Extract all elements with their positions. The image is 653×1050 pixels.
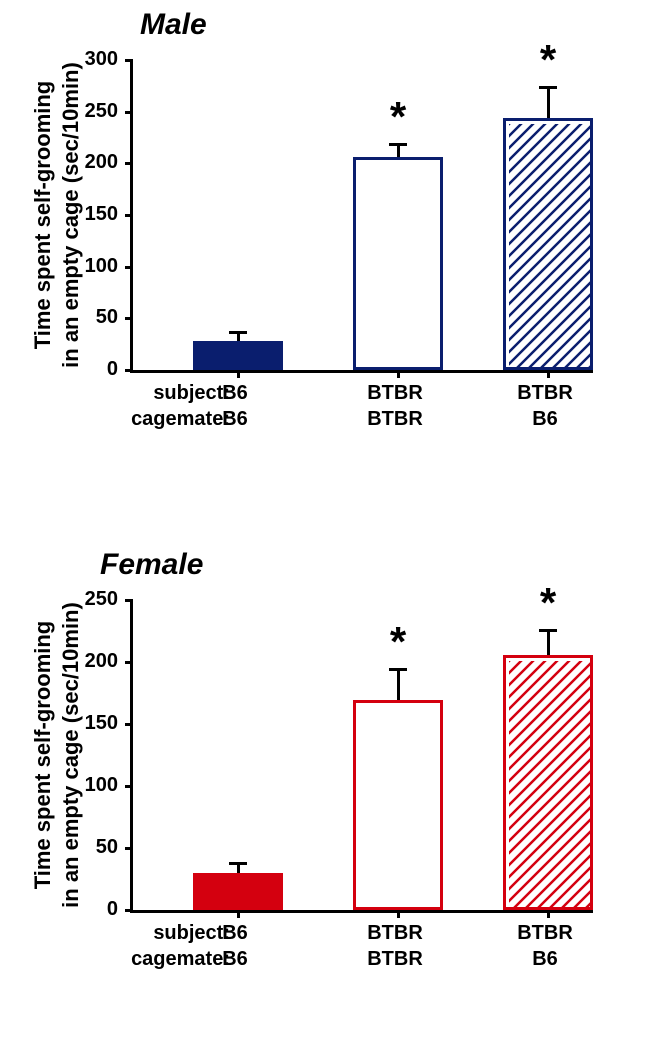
significance-marker: * (378, 618, 418, 666)
y-tick-label: 150 (63, 712, 118, 735)
x-tick (237, 910, 240, 918)
error-bar-cap (229, 331, 247, 334)
y-tick-label: 100 (63, 255, 118, 278)
y-tick (125, 723, 133, 726)
y-tick-label: 100 (63, 774, 118, 797)
y-tick (125, 909, 133, 912)
category-label: B6 (190, 948, 280, 971)
y-tick (125, 111, 133, 114)
category-label: B6 (190, 922, 280, 945)
category-label: BTBR (350, 408, 440, 431)
y-tick (125, 162, 133, 165)
y-tick-label: 0 (63, 898, 118, 921)
category-label: BTBR (350, 922, 440, 945)
category-label: BTBR (500, 382, 590, 405)
error-bar-cap (389, 668, 407, 671)
category-label: BTBR (500, 922, 590, 945)
error-bar-stem (397, 668, 400, 700)
y-tick-label: 50 (63, 836, 118, 859)
y-tick-label: 150 (63, 203, 118, 226)
y-axis-label-line2: in an empty cage (sec/10min) (58, 600, 84, 910)
y-tick (125, 266, 133, 269)
bar-1 (353, 157, 443, 370)
bar-hatch (509, 661, 593, 910)
y-tick (125, 847, 133, 850)
y-tick-label: 250 (63, 588, 118, 611)
bar-2 (503, 118, 593, 370)
category-label: B6 (190, 408, 280, 431)
category-label: B6 (190, 382, 280, 405)
significance-marker: * (528, 579, 568, 627)
y-tick (125, 599, 133, 602)
y-tick (125, 369, 133, 372)
y-tick-label: 0 (63, 358, 118, 381)
x-tick (547, 910, 550, 918)
x-tick (547, 370, 550, 378)
category-label: BTBR (350, 382, 440, 405)
error-bar-cap (539, 629, 557, 632)
y-tick (125, 317, 133, 320)
y-tick (125, 214, 133, 217)
error-bar-stem (547, 86, 550, 118)
y-axis-label-line1: Time spent self-grooming (30, 600, 56, 910)
y-tick (125, 59, 133, 62)
figure-page: MaleTime spent self-groomingin an empty … (0, 0, 653, 1050)
panel-female: Female Time spent self-groomingin an empt… (0, 540, 653, 1050)
category-label: B6 (500, 948, 590, 971)
y-tick-label: 200 (63, 151, 118, 174)
plot-area: 050100150200250** (130, 600, 593, 913)
category-label: BTBR (350, 948, 440, 971)
bar-2 (503, 655, 593, 910)
y-axis-label-line1: Time spent self-grooming (30, 60, 56, 370)
significance-marker: * (378, 93, 418, 141)
y-tick-label: 250 (63, 100, 118, 123)
panel-title: Female (100, 548, 203, 582)
bar-0 (193, 873, 283, 910)
y-tick-label: 300 (63, 48, 118, 71)
bar-0 (193, 341, 283, 370)
plot-area: 050100150200250300** (130, 60, 593, 373)
error-bar-stem (547, 629, 550, 655)
error-bar-cap (389, 143, 407, 146)
bar-1 (353, 700, 443, 910)
y-tick (125, 661, 133, 664)
error-bar-cap (539, 86, 557, 89)
x-tick (397, 910, 400, 918)
error-bar-cap (229, 862, 247, 865)
y-tick-label: 50 (63, 306, 118, 329)
panel-title: Male (140, 8, 207, 42)
bar-hatch (509, 124, 593, 370)
panel-male: MaleTime spent self-groomingin an empty … (0, 0, 653, 510)
category-label: B6 (500, 408, 590, 431)
x-tick (397, 370, 400, 378)
x-tick (237, 370, 240, 378)
y-tick (125, 785, 133, 788)
y-tick-label: 200 (63, 650, 118, 673)
significance-marker: * (528, 36, 568, 84)
